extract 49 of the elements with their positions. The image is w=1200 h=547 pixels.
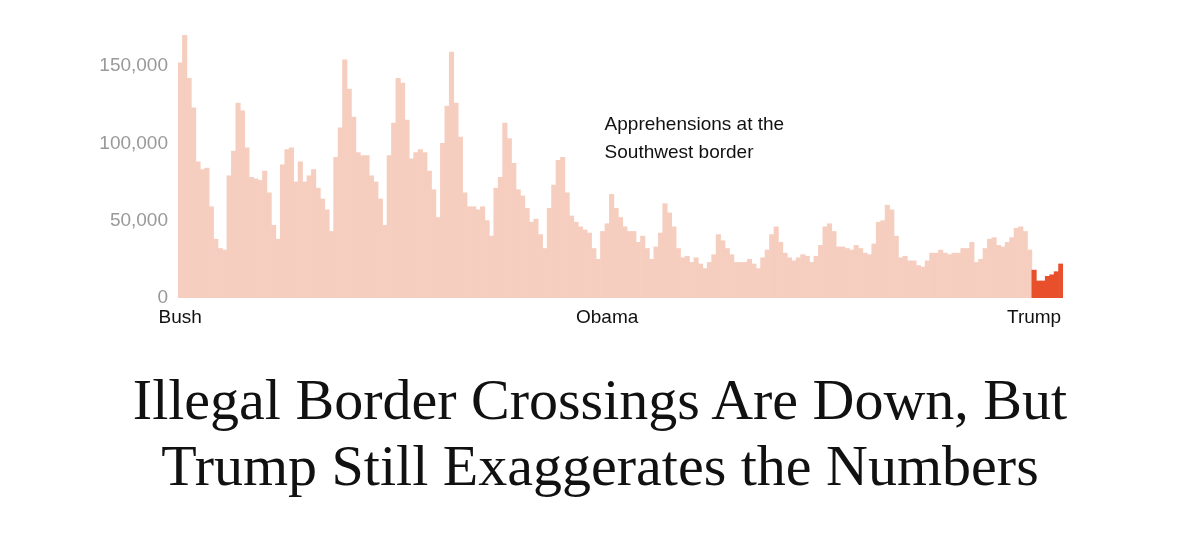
bar [235,102,241,298]
bar [631,231,637,298]
x-tick-label: Obama [576,305,639,327]
bar [791,260,797,298]
bar [951,252,957,298]
y-tick-label: 150,000 [99,54,168,76]
bar [858,248,864,298]
bar [182,35,188,298]
bar [800,254,806,298]
bar [284,149,290,298]
bar [889,209,895,298]
x-tick-label: Bush [158,305,202,327]
y-tick-label: 100,000 [99,131,168,153]
bar [1018,226,1024,298]
bar [938,249,944,298]
bar [840,246,846,298]
bar [1000,246,1006,298]
bar [662,203,668,298]
bar [742,262,748,298]
bar [1049,274,1055,298]
bar [342,59,348,298]
bar [1040,280,1046,298]
bar [422,152,428,298]
annotation: Apprehensions at the Southwest border [604,112,785,162]
bar [502,122,508,298]
bar [533,218,539,298]
bar [480,206,486,298]
bar [911,260,917,298]
bar [311,169,317,298]
bar [471,206,477,298]
bar [364,155,370,298]
bar [262,170,268,298]
bar [1058,263,1063,298]
text: Illegal Border Crossings Are Down, But Trump Still Exaggerates the Numbers [131,367,1069,499]
bar [987,238,993,298]
bar [560,156,566,298]
bar [253,178,259,298]
bar [929,252,935,298]
bar [849,249,855,298]
y-tick-label: 0 [157,286,168,308]
bar [582,229,588,298]
x-tick-label: Trump [1006,305,1062,327]
y-tick-label: 50,000 [109,208,168,230]
bar [751,263,757,298]
bar [204,167,210,298]
bar [413,152,419,298]
bar [640,235,646,298]
bar [969,241,975,298]
bar [960,248,966,298]
